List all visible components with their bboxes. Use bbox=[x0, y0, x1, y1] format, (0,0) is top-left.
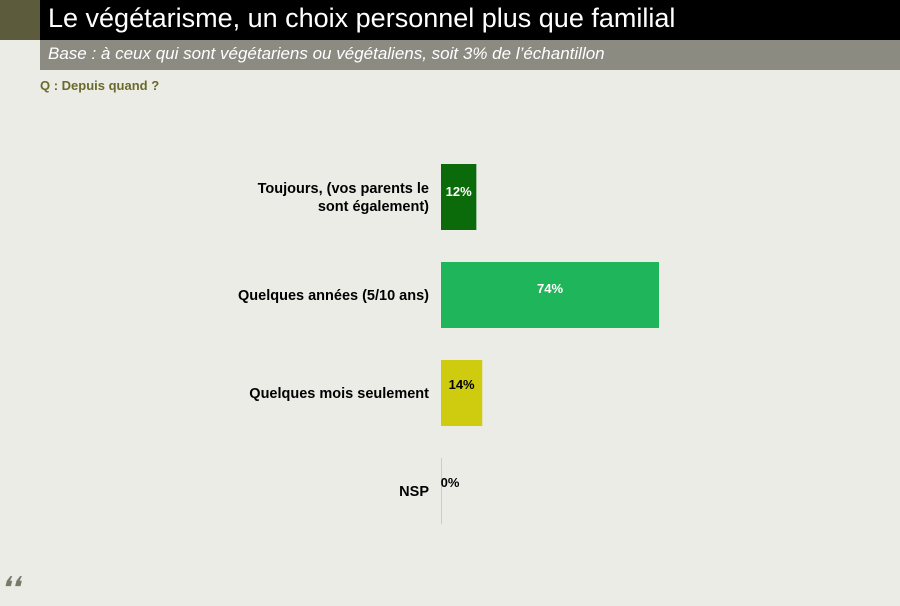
category-label-0: Toujours, (vos parents le sont également) bbox=[258, 181, 430, 215]
bar-3 bbox=[441, 458, 442, 524]
page-title: Le végétarisme, un choix personnel plus … bbox=[40, 0, 900, 40]
value-label-3: 0% bbox=[441, 475, 460, 490]
page-subtitle: Base : à ceux qui sont végétariens ou vé… bbox=[40, 40, 900, 70]
category-label-2: Quelques mois seulement bbox=[249, 386, 429, 402]
bar-2 bbox=[441, 360, 483, 426]
bar-1 bbox=[441, 262, 659, 328]
bar-0 bbox=[441, 164, 477, 230]
question-label: Q : Depuis quand ? bbox=[40, 78, 160, 93]
category-label-1: Quelques années (5/10 ans) bbox=[238, 288, 429, 304]
value-label-2: 14% bbox=[449, 377, 475, 392]
value-label-1: 74% bbox=[537, 281, 563, 296]
bar-chart: Toujours, (vos parents le sont également)… bbox=[238, 164, 659, 524]
quote-mark-icon: ❛❛ bbox=[0, 571, 20, 606]
value-label-0: 12% bbox=[446, 184, 472, 199]
category-label-3: NSP bbox=[399, 484, 429, 500]
corner-strip bbox=[0, 0, 40, 40]
